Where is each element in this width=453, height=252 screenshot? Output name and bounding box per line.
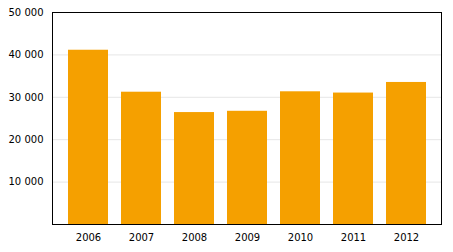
svg-text:2009: 2009 (235, 232, 260, 243)
svg-text:2012: 2012 (394, 232, 419, 243)
svg-text:2007: 2007 (129, 232, 154, 243)
svg-text:2010: 2010 (288, 232, 313, 243)
svg-text:50 000: 50 000 (9, 7, 44, 18)
svg-text:2008: 2008 (182, 232, 207, 243)
svg-text:30 000: 30 000 (9, 92, 44, 103)
svg-text:20 000: 20 000 (9, 134, 44, 145)
svg-text:10 000: 10 000 (9, 176, 44, 187)
svg-text:40 000: 40 000 (9, 49, 44, 60)
svg-text:2006: 2006 (76, 232, 101, 243)
svg-text:2011: 2011 (341, 232, 366, 243)
